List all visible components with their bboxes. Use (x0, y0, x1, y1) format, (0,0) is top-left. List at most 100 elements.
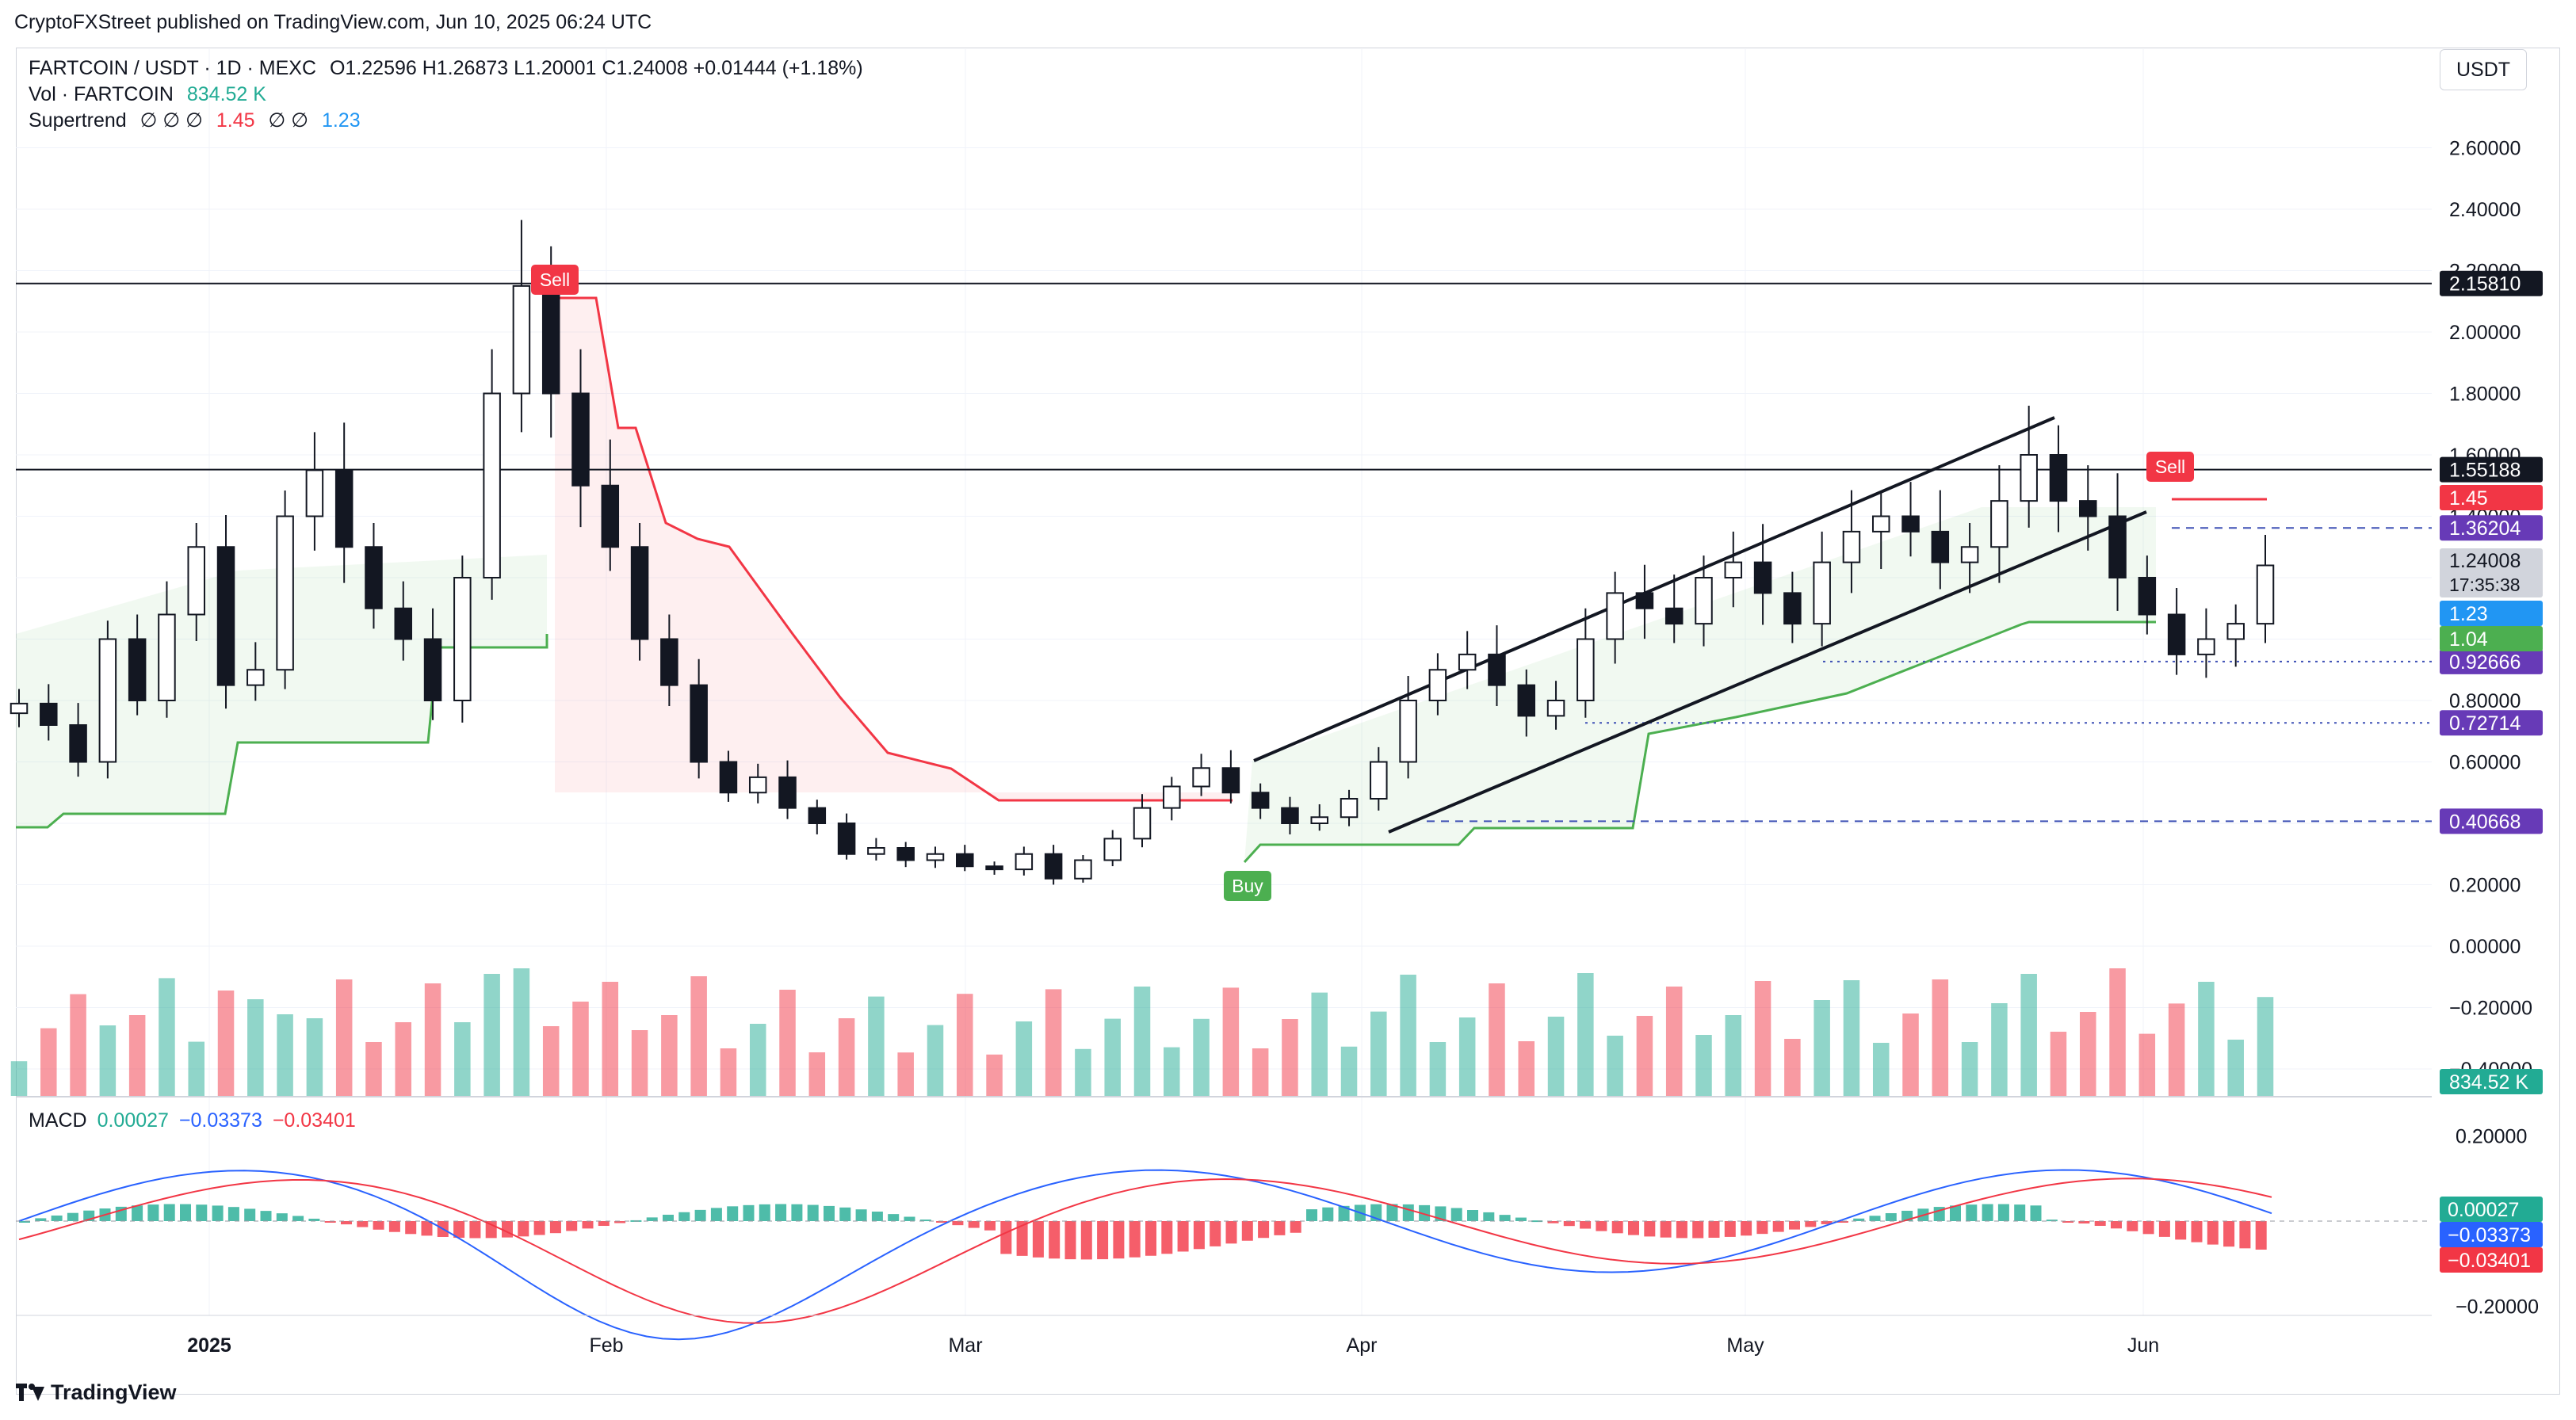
volume-bar (188, 1041, 204, 1096)
candle-body (2049, 454, 2068, 502)
volume-value: 834.52 K (186, 83, 266, 105)
time-tick-label: 2025 (187, 1334, 231, 1357)
macd-histogram-bar (968, 1221, 980, 1228)
volume-bar (868, 996, 885, 1096)
supertrend-up-fill (1244, 507, 2156, 862)
macd-histogram-bar (1499, 1215, 1511, 1221)
macd-histogram-bar (1756, 1221, 1768, 1235)
macd-histogram-bar (180, 1204, 191, 1221)
candle-body (483, 392, 501, 578)
macd-histogram-bar (2223, 1221, 2235, 1247)
volume-bar (808, 1052, 826, 1096)
macd-histogram-bar (502, 1221, 513, 1238)
candle-body (1606, 592, 1624, 640)
time-tick-label: Feb (589, 1334, 623, 1357)
macd-histogram-bar (2127, 1221, 2138, 1231)
macd-label[interactable]: MACD (29, 1109, 87, 1132)
macd-histogram-bar (1676, 1221, 1687, 1239)
candle-body (365, 546, 383, 609)
candle-body (2226, 623, 2245, 640)
candle-body (1517, 684, 1536, 717)
symbol-title[interactable]: FARTCOIN / USDT · 1D · MEXC (29, 57, 317, 79)
macd-histogram-bar (373, 1221, 384, 1230)
volume-bar (128, 1015, 146, 1096)
tradingview-logo-icon (16, 1383, 44, 1403)
volume-bar (1282, 1019, 1298, 1096)
volume-bar (335, 979, 353, 1096)
volume-bar (1695, 1035, 1712, 1096)
macd-histogram-bar (839, 1207, 851, 1221)
signal-marker (531, 265, 579, 295)
volume-bar (2050, 1032, 2067, 1096)
macd-histogram-bar (1789, 1221, 1800, 1230)
macd-histogram-bar (549, 1221, 561, 1234)
volume-bar (2198, 982, 2215, 1096)
macd-histogram-bar (1080, 1221, 1092, 1260)
macd-histogram-bar (1966, 1204, 1978, 1221)
macd-histogram-bar (1611, 1221, 1623, 1234)
macd-signal-line (18, 1178, 2272, 1324)
price-tick-label: 0.60000 (2449, 752, 2521, 774)
supertrend-support-label-box (2440, 626, 2543, 651)
level-label-text: 0.40668 (2449, 811, 2521, 833)
volume-bar (749, 1024, 766, 1096)
volume-bar (1045, 989, 1062, 1096)
macd-histogram-bar (1660, 1221, 1672, 1238)
volume-bar (1489, 983, 1505, 1096)
macd-histogram-bar (1515, 1217, 1527, 1221)
candle-body (1577, 638, 1595, 701)
candle-body (2020, 454, 2038, 502)
volume-bar (1400, 975, 1416, 1096)
candle-body (867, 847, 885, 855)
signal-label: Sell (2155, 456, 2185, 477)
currency-selector[interactable]: USDT (2440, 49, 2527, 90)
volume-bar (217, 991, 235, 1096)
candle-body (719, 761, 738, 794)
macd-histogram-bar (292, 1216, 304, 1221)
volume-label[interactable]: Vol · FARTCOIN (29, 83, 174, 105)
macd-histogram-bar (1258, 1221, 1270, 1239)
volume-bar (1665, 987, 1683, 1096)
candle-body (216, 546, 235, 686)
chart-legend: FARTCOIN / USDT · 1D · MEXC O1.22596 H1.… (29, 55, 871, 134)
price-tick-label: 2.40000 (2449, 199, 2521, 221)
macd-histogram-bar (1596, 1221, 1607, 1231)
supertrend-label[interactable]: Supertrend (29, 109, 127, 132)
level-label-text: 0.72714 (2449, 712, 2521, 735)
macd-histogram-bar (582, 1221, 594, 1229)
macd-histogram-bar (1000, 1221, 1012, 1254)
footer-brand[interactable]: TradingView (16, 1380, 177, 1405)
macd-value-label: 0.00027 (2448, 1199, 2519, 1221)
volume-bar (424, 983, 441, 1096)
volume-bar (897, 1052, 914, 1096)
time-tick-label: Apr (1347, 1334, 1378, 1357)
macd-histogram-bar (1241, 1221, 1253, 1241)
macd-histogram-bar (1869, 1216, 1881, 1221)
macd-histogram-bar (1805, 1221, 1817, 1227)
macd-histogram-bar (1097, 1221, 1109, 1260)
candle-body (808, 807, 827, 824)
signal-label: Buy (1232, 876, 1263, 896)
candle-body (69, 724, 87, 763)
volume-bar (542, 1026, 560, 1096)
macd-histogram-bar (19, 1221, 30, 1223)
candle-body (334, 469, 354, 548)
volume-bar (365, 1042, 382, 1096)
level-label-box (2440, 710, 2543, 736)
volume-bar (40, 1028, 57, 1096)
level-label-box (2440, 515, 2543, 541)
supertrend-row: Supertrend ∅ ∅ ∅ 1.45 ∅ ∅ 1.23 (29, 108, 871, 134)
volume-bar (1133, 987, 1151, 1096)
macd-histogram-bar (1692, 1221, 1704, 1239)
macd-histogram-bar (1772, 1221, 1784, 1232)
macd-histogram-bar (1225, 1221, 1237, 1244)
macd-histogram-bar (341, 1221, 352, 1225)
macd-histogram-bar (678, 1212, 690, 1221)
macd-histogram-bar (163, 1204, 175, 1221)
volume-bar (2020, 974, 2037, 1096)
candle-body (1546, 700, 1565, 717)
macd-histogram-bar (1386, 1204, 1398, 1221)
macd-histogram-bar (1644, 1221, 1656, 1237)
candle-body (1842, 530, 1861, 563)
